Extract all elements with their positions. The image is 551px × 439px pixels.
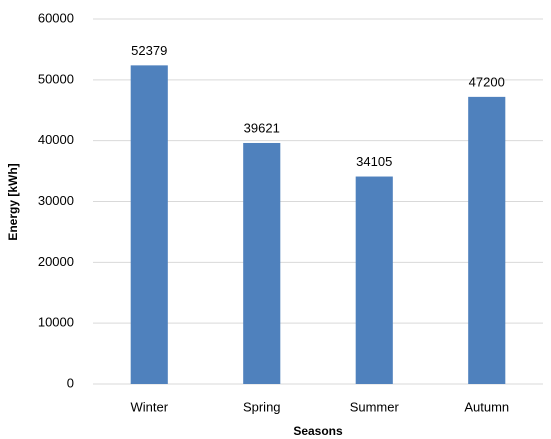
bar bbox=[468, 96, 506, 384]
y-tick-label: 30000 bbox=[38, 193, 74, 208]
bar bbox=[243, 142, 281, 384]
bar bbox=[355, 176, 393, 384]
data-label: 47200 bbox=[469, 74, 505, 89]
y-axis-label: Energy [kWh] bbox=[6, 163, 20, 240]
x-tick-label: Spring bbox=[243, 399, 281, 414]
data-label: 39621 bbox=[244, 120, 280, 135]
data-label: 34105 bbox=[356, 154, 392, 169]
y-tick-label: 20000 bbox=[38, 254, 74, 269]
y-tick-label: 50000 bbox=[38, 71, 74, 86]
x-tick-label: Autumn bbox=[464, 399, 509, 414]
y-tick-label: 40000 bbox=[38, 132, 74, 147]
x-axis-label: Seasons bbox=[293, 424, 343, 438]
x-tick-label: Summer bbox=[350, 399, 400, 414]
y-tick-label: 60000 bbox=[38, 10, 74, 25]
x-tick-label: Winter bbox=[130, 399, 168, 414]
y-tick-label: 0 bbox=[67, 375, 74, 390]
y-tick-label: 10000 bbox=[38, 315, 74, 330]
bar bbox=[130, 65, 168, 384]
data-label: 52379 bbox=[131, 43, 167, 58]
